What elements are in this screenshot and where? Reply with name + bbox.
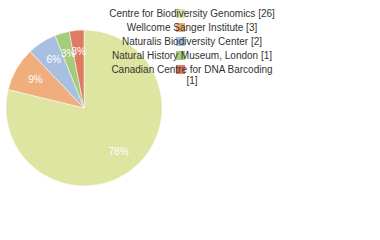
svg-text:78%: 78%	[109, 146, 129, 157]
svg-text:Canadian Centre for DNA Barcod: Canadian Centre for DNA Barcoding	[111, 64, 272, 75]
svg-text:Centre for Biodiversity Genomi: Centre for Biodiversity Genomics [26]	[109, 8, 275, 19]
svg-text:3%: 3%	[71, 46, 86, 57]
svg-text:[1]: [1]	[186, 75, 197, 86]
svg-text:3%: 3%	[61, 47, 76, 59]
svg-text:9%: 9%	[28, 74, 43, 85]
svg-text:Naturalis Biodiversity Center: Naturalis Biodiversity Center [2]	[122, 36, 262, 47]
svg-text:6%: 6%	[46, 54, 61, 65]
svg-text:Wellcome Sanger Institute [3]: Wellcome Sanger Institute [3]	[127, 22, 258, 33]
svg-text:Natural History Museum, London: Natural History Museum, London [1]	[112, 50, 272, 61]
